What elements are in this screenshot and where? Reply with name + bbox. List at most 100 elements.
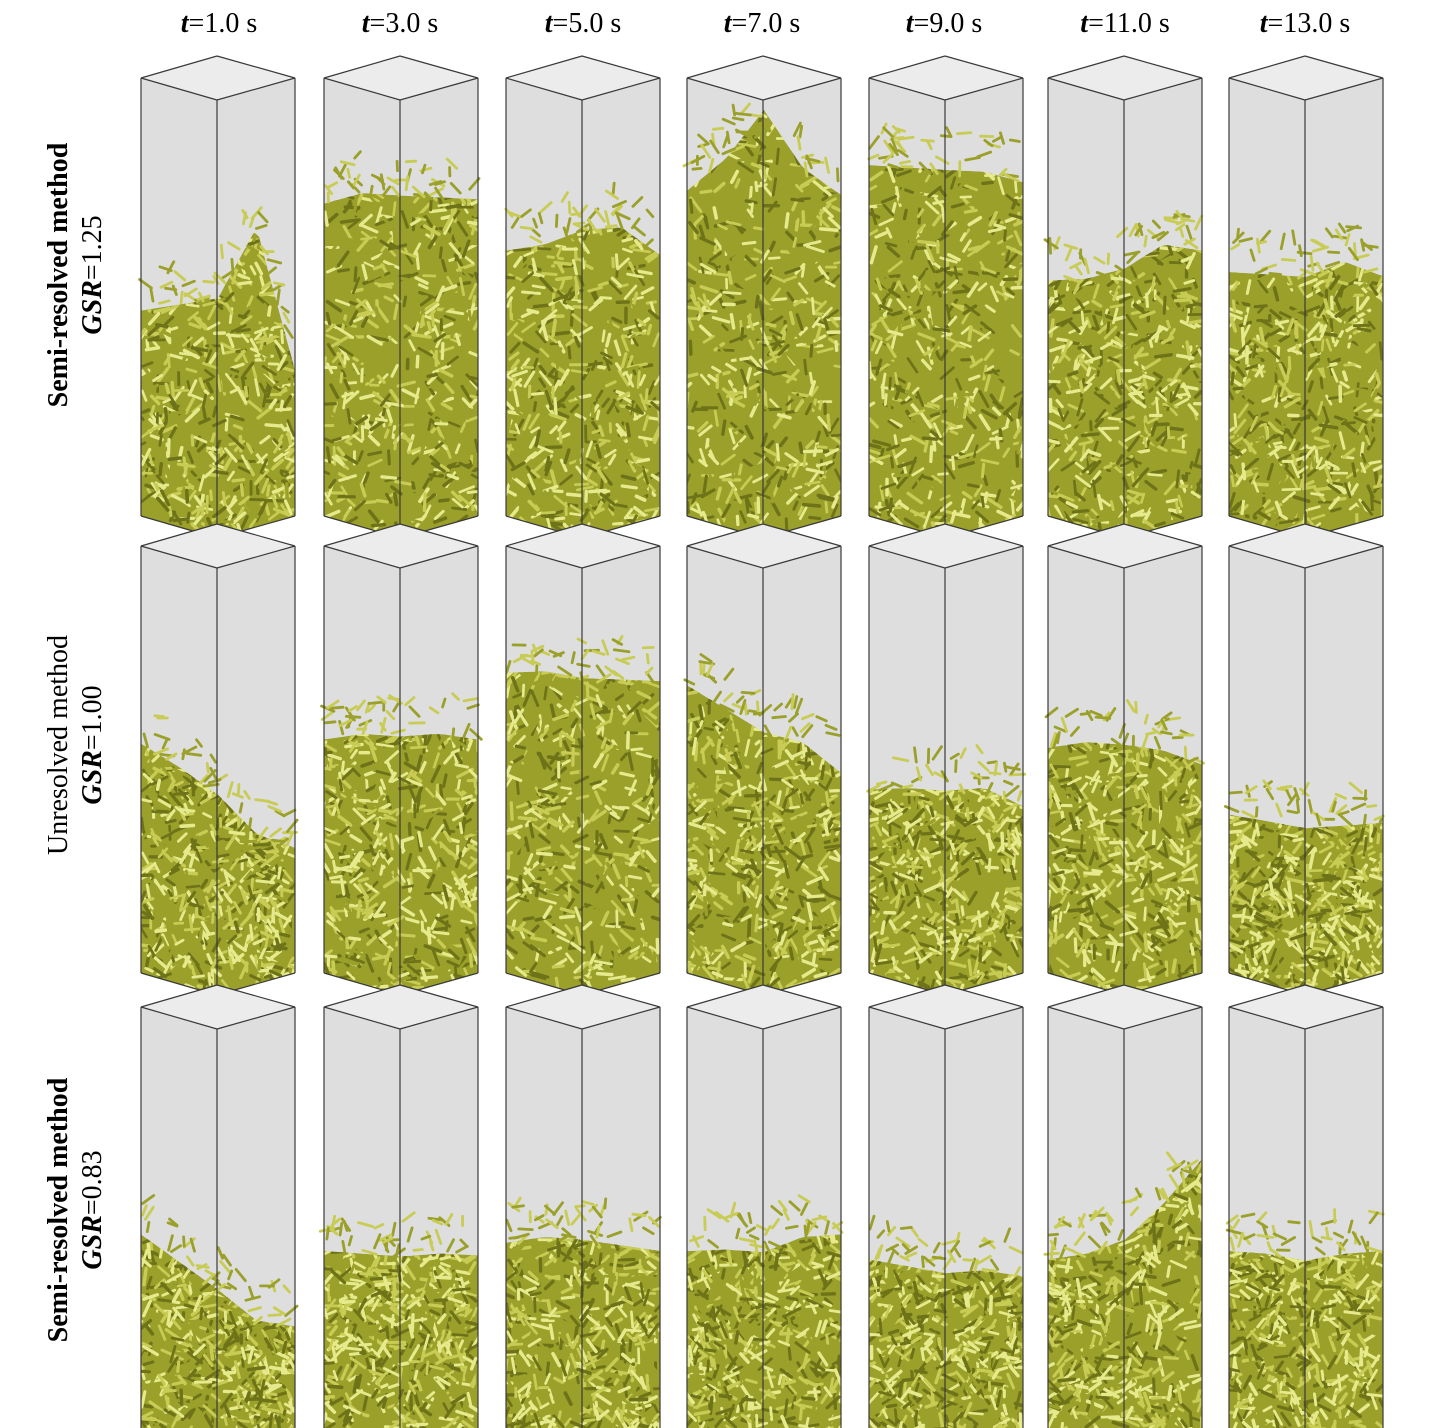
rod-particle: [270, 906, 275, 927]
rod-particle: [169, 893, 187, 900]
rod-particle: [1089, 363, 1103, 372]
rod-particle: [373, 901, 386, 918]
rod-particle: [1371, 499, 1383, 505]
rod-particle: [1285, 367, 1291, 383]
rod-particle: [337, 268, 350, 273]
suspended-particle: [998, 167, 1008, 177]
rod-particle: [156, 823, 171, 836]
rod-particle: [333, 921, 347, 937]
rod-particle: [268, 897, 277, 909]
rod-particle: [141, 829, 152, 841]
rod-particle: [728, 355, 736, 370]
rod-particle: [959, 341, 973, 349]
rod-particle: [1067, 319, 1081, 333]
rod-particle: [389, 507, 394, 519]
rod-particle: [458, 821, 464, 835]
rod-particle: [411, 518, 427, 525]
rod-particle: [1259, 318, 1274, 328]
box-edge: [216, 77, 296, 101]
rod-particle: [1094, 417, 1105, 429]
rod-particle: [1366, 436, 1377, 451]
suspended-particle: [929, 162, 939, 176]
rod-particle: [1292, 495, 1311, 504]
rod-particle: [450, 944, 464, 953]
rod-particle: [369, 745, 378, 763]
rod-particle: [825, 197, 837, 205]
rod-particle: [623, 507, 634, 520]
suspended-particle: [956, 131, 973, 136]
rod-particle: [264, 423, 283, 428]
rod-particle: [1093, 391, 1111, 405]
rod-particle: [377, 808, 394, 815]
rod-particle: [1369, 388, 1379, 404]
rod-particle: [790, 487, 803, 496]
rod-particle: [831, 503, 839, 518]
rod-particle: [914, 278, 924, 295]
rod-particle: [687, 493, 704, 500]
rod-particle: [1231, 299, 1237, 313]
rod-particle: [393, 294, 402, 303]
rod-particle: [1048, 483, 1059, 496]
rod-particle: [742, 358, 758, 368]
rod-particle: [213, 885, 224, 902]
rod-particle: [526, 308, 540, 315]
time-label-2: t=3.0 s: [361, 8, 439, 39]
rod-particle: [1131, 475, 1143, 488]
rod-particle: [1288, 348, 1303, 355]
rod-particle: [1013, 389, 1023, 398]
rod-particle: [188, 913, 194, 934]
rod-particle: [141, 879, 153, 884]
rod-particle: [243, 385, 249, 398]
rod-particle: [452, 209, 461, 221]
rod-particle: [1349, 483, 1359, 497]
rod-particle: [175, 418, 185, 438]
rod-particle: [422, 477, 431, 490]
rod-particle: [226, 332, 235, 348]
rod-particle: [446, 355, 459, 366]
rod-particle: [147, 770, 158, 781]
rod-particle: [378, 213, 394, 220]
rod-particle: [1373, 399, 1383, 406]
rod-particle: [447, 286, 461, 297]
suspended-particle: [1009, 138, 1021, 143]
rod-particle: [614, 253, 619, 269]
rod-particle: [404, 427, 416, 437]
rod-particle: [721, 387, 735, 399]
rod-particle: [220, 888, 233, 904]
rod-particle: [978, 413, 991, 431]
rod-particle: [363, 739, 377, 751]
rod-particle: [371, 954, 389, 961]
suspended-particle: [1123, 250, 1141, 257]
rod-particle: [176, 832, 188, 843]
rod-particle: [1080, 432, 1100, 438]
rod-particle: [869, 209, 881, 219]
rod-particle: [1130, 344, 1136, 361]
rod-particle: [1320, 338, 1325, 352]
rod-particle: [220, 343, 225, 355]
rod-particle: [632, 248, 651, 254]
rod-particle: [801, 502, 822, 508]
rod-particle: [279, 399, 284, 412]
rod-particle: [1142, 374, 1156, 381]
rod-particle: [967, 202, 980, 207]
rod-particle: [376, 306, 389, 324]
rod-particle: [1343, 389, 1355, 396]
rod-particle: [254, 261, 264, 276]
rod-particle: [1115, 381, 1123, 395]
rod-particle: [216, 853, 230, 858]
rod-particle: [1278, 311, 1292, 319]
rod-particle: [1244, 363, 1260, 371]
rod-particle: [150, 503, 161, 513]
suspended-particle: [327, 181, 339, 189]
rod-particle: [709, 250, 724, 262]
rod-particle: [441, 805, 457, 817]
rod-particle: [153, 306, 172, 314]
rod-particle: [218, 322, 231, 334]
rod-particle: [1315, 443, 1335, 450]
rod-particle: [546, 415, 555, 428]
box-edge: [1123, 77, 1203, 101]
rod-particle: [190, 964, 196, 977]
rod-particle: [770, 340, 786, 346]
rod-particle: [185, 884, 201, 889]
rod-particle: [419, 296, 433, 307]
